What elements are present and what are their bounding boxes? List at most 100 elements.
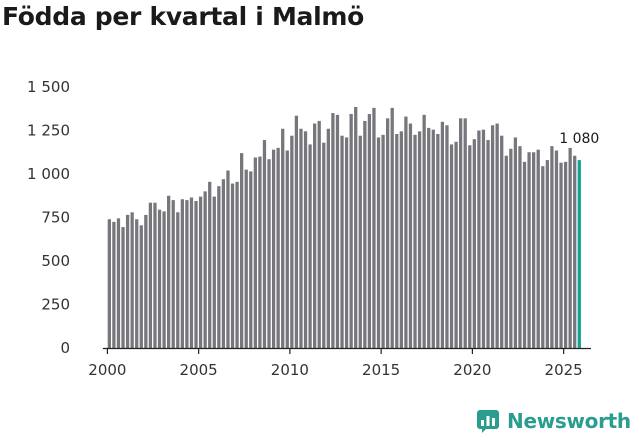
bar [504,155,508,348]
bar [449,144,454,348]
bar [408,123,413,348]
bar [431,129,435,348]
last-value-label: 1 080 [559,131,599,147]
y-tick-label: 250 [41,296,70,314]
y-tick-label: 1 250 [27,122,70,140]
bar [500,135,504,348]
bar [331,113,335,348]
x-tick-label: 2025 [545,361,583,379]
chart-title: Födda per kvartal i Malmö [2,2,365,31]
bar [427,127,431,348]
bar [135,219,139,348]
bar [262,140,267,348]
bar [271,149,276,348]
bar [399,131,403,348]
bar [144,214,148,348]
bar [326,128,330,348]
bar [226,170,230,348]
y-tick-label: 1 000 [27,165,70,183]
bar [153,202,157,348]
bar [573,155,577,348]
x-tick-label: 2010 [271,361,309,379]
bar [386,118,390,348]
bar [550,146,554,348]
bar [194,200,198,348]
bar [436,133,440,348]
bar [176,212,180,348]
bar [509,148,513,348]
bar [290,135,294,348]
bar [413,134,417,348]
bar [221,179,226,348]
bar [445,125,449,348]
x-axis: 2000 2005 2010 2015 2020 2025 [88,348,583,379]
bar [372,107,376,348]
bar [481,129,486,348]
bar [157,209,162,348]
bar [139,225,143,348]
newsworthy-logo-icon [477,410,499,433]
bar [440,121,445,348]
bar [568,147,572,348]
bar [454,141,458,348]
bar [459,118,463,348]
bar [417,131,422,348]
bar [107,219,111,348]
bar-latest [577,160,581,348]
bar [240,153,244,348]
bar [559,162,563,348]
bar [281,128,285,348]
bar [212,196,216,348]
bar [541,166,545,348]
bar [230,183,235,348]
bar [563,161,568,348]
bar [148,202,153,348]
bar [180,199,184,348]
bar [217,186,221,348]
x-tick-label: 2000 [88,361,126,379]
bar [208,181,212,348]
bar [354,107,358,348]
bar [536,149,540,348]
bar [477,130,481,348]
bar [203,191,207,348]
y-axis: 0 250 500 750 1 000 1 250 1 500 [27,78,70,357]
bar [285,150,289,348]
bar [322,142,326,348]
bar [554,150,559,348]
bar [189,197,194,348]
bar [121,227,125,348]
bar [317,120,321,349]
bar [276,147,280,348]
bar [390,107,394,348]
bar [299,128,303,348]
bar [468,145,472,348]
x-tick-label: 2015 [362,361,400,379]
bar [267,159,271,348]
bar [376,137,381,348]
bar [112,221,116,348]
bar [527,152,531,348]
bar [381,134,385,348]
brand-watermark: Newsworthy [476,409,631,433]
y-tick-label: 500 [41,252,70,270]
bar [125,214,130,348]
bar [513,137,518,348]
bar [235,181,239,348]
bar [130,212,134,348]
bar [518,146,522,348]
bar [116,218,121,348]
bar [162,211,166,348]
bar [171,200,175,348]
bar [495,123,499,348]
bar [258,156,262,348]
bar [404,116,408,348]
bar [198,196,203,348]
x-tick-label: 2005 [180,361,218,379]
bar [303,131,308,348]
bar [472,139,476,348]
brand-name: Newsworthy [507,409,631,433]
bar-series [107,107,581,349]
bar [185,200,189,348]
